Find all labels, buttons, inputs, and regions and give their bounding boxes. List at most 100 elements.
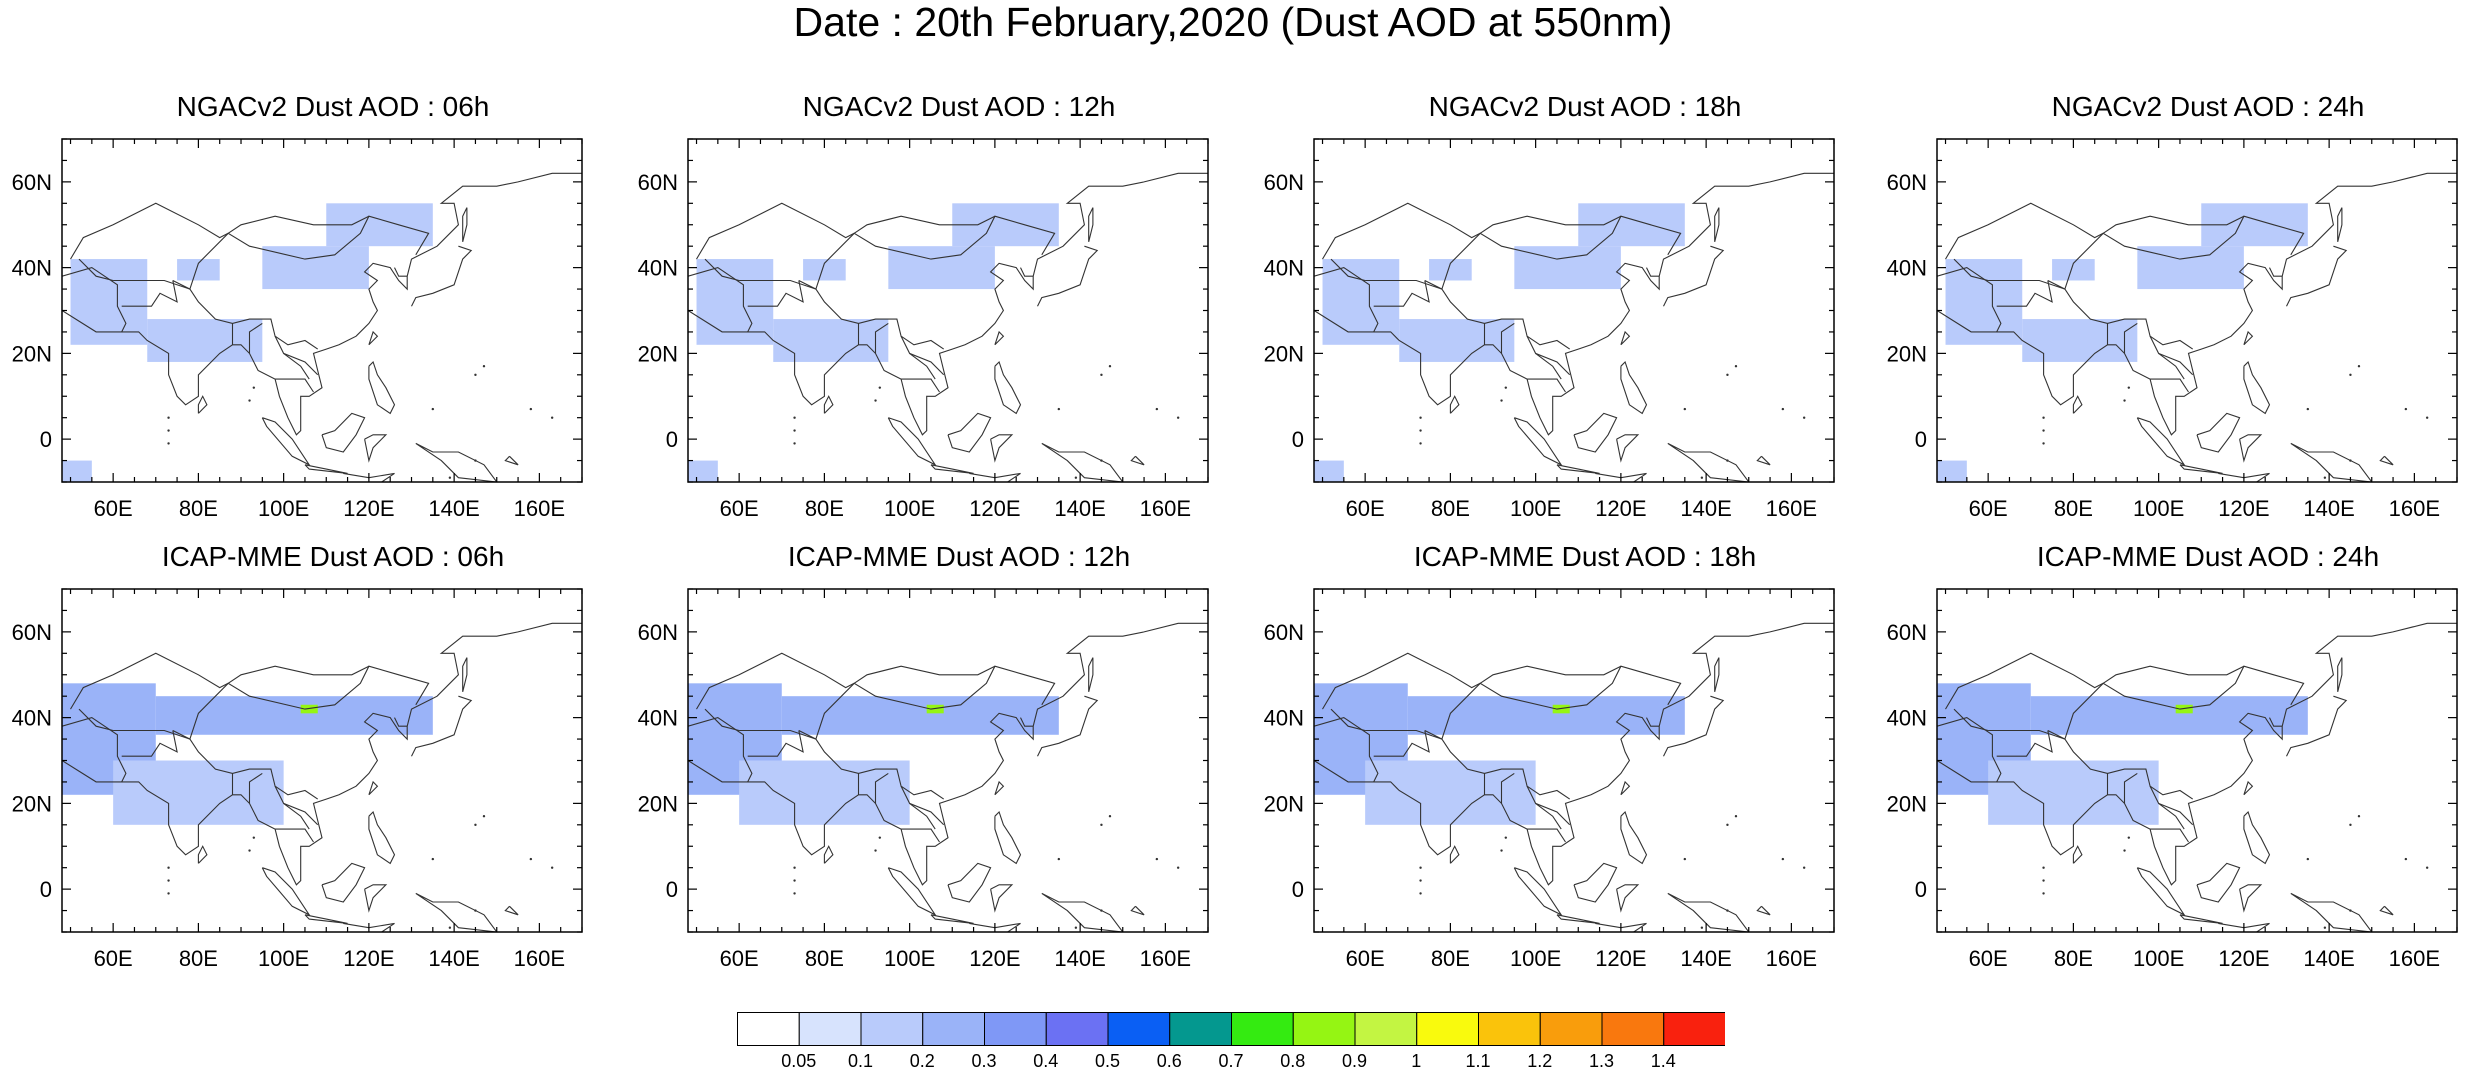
boundary-line: [1646, 717, 1660, 727]
coastlines: [1314, 172, 1834, 517]
island: [1419, 879, 1422, 882]
lat-tick-label: 60N: [638, 620, 678, 645]
boundary-line: [1714, 207, 1720, 243]
boundary-line: [823, 845, 834, 864]
lon-tick-label: 80E: [179, 496, 218, 521]
island: [1155, 857, 1159, 861]
boundary-line: [2102, 665, 2245, 684]
map-panel-ngacv2-24h: NGACv2 Dust AOD : 24h 60E 80E 100E 120E 140E 1…: [1887, 92, 2466, 602]
lat-tick-label: 40N: [1887, 706, 1927, 731]
boundary-line: [2239, 434, 2263, 463]
boundary-line: [2179, 914, 2223, 924]
map-panel-icap-mme-24h: ICAP-MME Dust AOD : 24h 60E 80E 100E 120E 140…: [1887, 541, 2466, 1052]
dust-region: [1314, 460, 1344, 482]
map-panel-ngacv2-06h: NGACv2 Dust AOD : 06h 60E 80E 100E 120E 140E 1…: [12, 92, 628, 602]
boundary-line: [2158, 802, 2185, 830]
boundary-line: [248, 772, 263, 804]
boundary-line: [113, 665, 430, 740]
colorbar-label: 0.1: [847, 1051, 874, 1071]
boundary-line: [2218, 922, 2270, 932]
lat-tick-label: 0: [1292, 427, 1304, 452]
boundary-line: [1527, 828, 1566, 843]
island: [448, 476, 452, 479]
lat-tick-label: 0: [666, 877, 678, 902]
colorbar-box: [1663, 1012, 1726, 1046]
island: [474, 373, 477, 377]
boundary-line: [1130, 455, 1145, 466]
island: [1100, 823, 1103, 827]
boundary-line: [172, 730, 319, 800]
boundary-line: [1667, 442, 1750, 482]
lon-tick-label: 160E: [2389, 946, 2440, 971]
boundary-line: [283, 802, 310, 830]
lon-tick-label: 80E: [2054, 496, 2093, 521]
lat-tick-label: 0: [1292, 877, 1304, 902]
lon-tick-label: 160E: [1766, 946, 1817, 971]
lat-tick-label: 0: [40, 427, 52, 452]
island: [1419, 429, 1422, 432]
boundary-line: [1037, 245, 1099, 307]
boundary-line: [1314, 267, 1379, 333]
lat-tick-label: 0: [1915, 427, 1927, 452]
dust-region: [926, 704, 944, 714]
boundary-line: [1714, 657, 1720, 693]
boundary-line: [1996, 730, 2053, 757]
island: [1419, 442, 1422, 445]
colorbar-label: 1.3: [1588, 1051, 1615, 1071]
boundary-line: [994, 360, 1022, 415]
island: [2127, 836, 2131, 839]
boundary-line: [1037, 695, 1099, 757]
lon-tick-label: 80E: [805, 496, 844, 521]
colorbar-box: [1354, 1012, 1418, 1046]
island: [960, 515, 962, 517]
boundary-line: [2218, 472, 2270, 482]
island: [2323, 926, 2327, 929]
boundary-line: [261, 417, 311, 467]
boundary-line: [688, 267, 753, 333]
boundary-line: [2286, 695, 2348, 757]
dust-region: [2052, 259, 2095, 281]
island: [2323, 476, 2327, 479]
boundary-line: [275, 828, 314, 843]
boundary-line: [1330, 258, 1366, 282]
island: [1734, 365, 1738, 368]
ticks: [688, 138, 1209, 483]
island: [2425, 416, 2429, 419]
lon-tick-label: 120E: [343, 946, 394, 971]
lon-tick-label: 100E: [258, 496, 309, 521]
boundary-line: [1988, 215, 2305, 290]
island: [2357, 365, 2361, 368]
boundary-line: [2379, 905, 2394, 916]
boundary-line: [394, 267, 408, 277]
ticks: [62, 138, 583, 483]
lon-tick-label: 160E: [2389, 496, 2440, 521]
map-plot: 60E 80E 100E 120E 140E 160E 0 20N 40N 60N: [1887, 588, 2458, 971]
boundary-line: [2243, 360, 2271, 415]
boundary-line: [1616, 884, 1640, 913]
boundary-line: [1020, 717, 1034, 727]
colorbar-label: 0.2: [909, 1051, 935, 1071]
lon-tick-label: 100E: [1510, 946, 1561, 971]
island: [248, 849, 251, 852]
boundary-line: [2290, 442, 2373, 482]
island: [1586, 515, 1588, 517]
boundary-line: [747, 280, 804, 307]
island: [878, 386, 882, 389]
island: [2306, 857, 2310, 861]
island: [1500, 849, 1503, 852]
dust-region: [1429, 259, 1472, 281]
panel-title: ICAP-MME Dust AOD : 24h: [2036, 541, 2380, 572]
island: [1726, 373, 1729, 377]
boundary-line: [304, 464, 348, 474]
boundary-line: [1620, 360, 1648, 415]
boundary-line: [704, 708, 740, 732]
boundary-line: [853, 215, 996, 234]
island: [334, 965, 336, 967]
boundary-line: [1573, 412, 1618, 453]
colorbar-label: 0.5: [1094, 1051, 1121, 1071]
lon-tick-label: 100E: [258, 946, 309, 971]
colorbar-box: [1169, 1012, 1232, 1046]
lon-tick-label: 80E: [805, 946, 844, 971]
map-panel-icap-mme-12h: ICAP-MME Dust AOD : 12h 60E 80E 100E 120E 140…: [638, 542, 1254, 1052]
lat-tick-label: 60N: [12, 170, 52, 195]
